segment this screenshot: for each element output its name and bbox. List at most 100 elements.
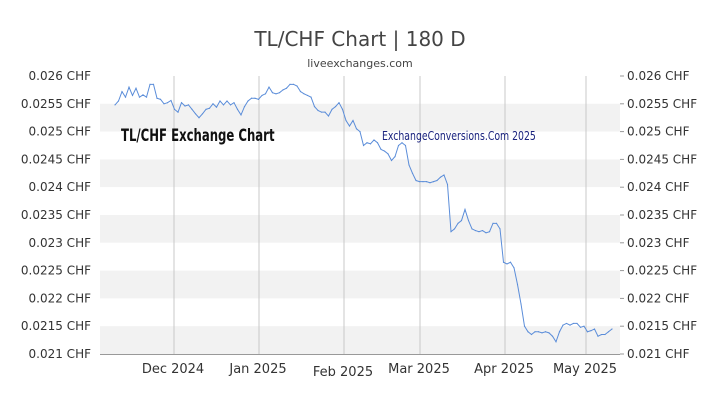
y-tick-label: 0.0245 CHF [21, 152, 91, 166]
data-point [481, 229, 484, 232]
data-point [243, 105, 246, 108]
y-tick-label: 0.0255 CHF [627, 97, 697, 111]
x-tick-label: Feb 2025 [313, 365, 373, 380]
data-point [576, 322, 578, 325]
data-point [404, 144, 407, 147]
data-point [446, 183, 449, 186]
data-point [177, 111, 179, 113]
data-point [257, 98, 260, 100]
y-tick-label: 0.0225 CHF [627, 264, 697, 278]
data-point [513, 267, 515, 269]
data-point [394, 156, 396, 158]
data-point [194, 113, 197, 115]
data-point [124, 96, 127, 98]
y-tick-label: 0.025 CHF [29, 125, 92, 139]
data-point [226, 100, 228, 102]
grid-bands [100, 76, 620, 354]
data-point [376, 142, 379, 144]
data-point [523, 325, 526, 327]
data-point [418, 181, 421, 183]
data-point [142, 94, 144, 96]
data-point [170, 99, 172, 102]
data-point [184, 105, 186, 107]
data-point [355, 128, 358, 130]
grid-band [100, 131, 620, 160]
data-point [593, 328, 596, 330]
grid-band [100, 159, 620, 188]
data-point [362, 144, 365, 147]
data-point [380, 148, 382, 150]
y-tick-label: 0.026 CHF [29, 69, 92, 83]
data-point [250, 97, 253, 99]
data-point [215, 106, 218, 108]
data-point [187, 104, 190, 106]
data-point [502, 261, 505, 263]
data-point [205, 108, 207, 110]
y-tick-label: 0.024 CHF [29, 180, 92, 194]
data-point [261, 94, 263, 97]
data-point [240, 114, 242, 116]
data-point [453, 228, 456, 230]
y-tick-label: 0.0225 CHF [21, 264, 91, 278]
data-point [313, 105, 316, 108]
data-point [163, 103, 165, 105]
data-point [338, 102, 340, 104]
data-point [117, 100, 120, 102]
data-point [509, 261, 512, 263]
data-point [516, 283, 519, 286]
y-axis-right-labels: 0.026 CHF 0.0255 CHF 0.025 CHF 0.0245 CHF 0.… [620, 69, 697, 361]
data-point [488, 231, 491, 233]
data-point [334, 105, 337, 108]
series-points [114, 83, 613, 343]
data-point [439, 176, 442, 178]
y-tick-label: 0.0235 CHF [21, 208, 91, 222]
chart-watermark-title: TL/CHF Exchange Chart [121, 126, 275, 146]
data-point [282, 89, 284, 91]
data-point [324, 111, 326, 113]
y-tick-label: 0.0215 CHF [627, 319, 697, 333]
data-point [173, 108, 176, 110]
data-point [152, 83, 155, 85]
data-point [222, 104, 225, 106]
data-point [548, 332, 550, 334]
data-point [131, 94, 134, 97]
data-point [422, 181, 424, 183]
grid-band [100, 76, 620, 104]
data-point [436, 179, 438, 182]
data-point [411, 172, 414, 174]
data-point [387, 153, 389, 155]
data-point [464, 208, 466, 211]
data-point [579, 326, 582, 328]
y-tick-label: 0.026 CHF [627, 69, 690, 83]
data-point [268, 86, 270, 88]
chart-subtitle: liveexchanges.com [307, 57, 412, 70]
data-point [604, 333, 606, 336]
data-point [562, 324, 564, 326]
data-point [583, 325, 585, 327]
data-point [236, 108, 239, 110]
data-point [450, 231, 452, 233]
data-point [345, 119, 347, 122]
data-point [180, 102, 183, 104]
data-point [492, 222, 494, 224]
data-point [299, 90, 302, 93]
data-point [590, 330, 592, 332]
data-point [429, 182, 431, 184]
data-point [201, 113, 204, 115]
data-point [457, 222, 459, 224]
data-point [460, 219, 463, 222]
data-point [558, 331, 561, 333]
data-point [331, 108, 333, 110]
y-tick-label: 0.0235 CHF [627, 208, 697, 222]
data-point [586, 331, 589, 333]
data-point [530, 333, 533, 336]
grid-band [100, 215, 620, 243]
data-point [159, 98, 162, 100]
y-tick-label: 0.021 CHF [627, 347, 690, 361]
y-tick-label: 0.022 CHF [29, 291, 92, 305]
data-point [401, 142, 403, 144]
data-point [145, 96, 148, 98]
data-point [415, 179, 417, 182]
data-point [597, 335, 599, 337]
